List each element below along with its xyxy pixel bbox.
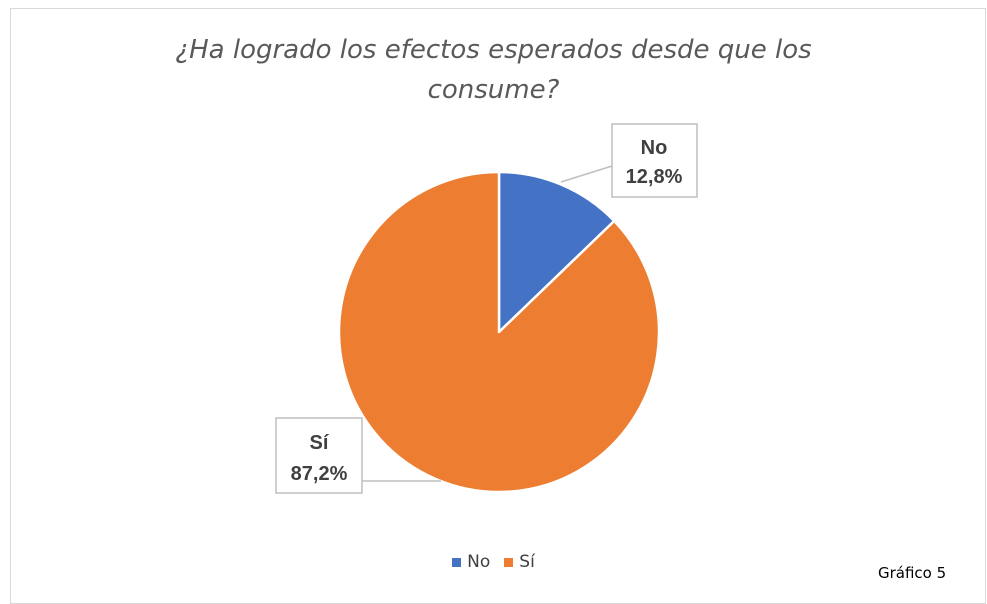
callout-name-no: No — [641, 137, 668, 159]
pie-callouts: No 12,8% Sí 87,2% — [275, 123, 698, 494]
legend-label-no: No — [467, 552, 491, 572]
pie-slice-no — [497, 170, 616, 334]
legend-label-si: Sí — [519, 552, 535, 572]
chart-legend: No Sí — [0, 552, 987, 572]
figure-caption: Gráfico 5 — [878, 564, 947, 582]
callout-box-si — [275, 417, 363, 494]
callout-value-si: 87,2% — [291, 463, 348, 485]
chart-title-line-1: ¿Ha logrado los efectos esperados desde … — [175, 35, 812, 65]
pie-slices — [337, 170, 661, 494]
legend-item-si: Sí — [504, 552, 535, 572]
chart-title-line-2: consume? — [427, 75, 560, 105]
callout-name-si: Sí — [310, 432, 330, 454]
legend-swatch-no — [452, 557, 462, 567]
legend-swatch-si — [504, 557, 514, 567]
pie-slice-si — [337, 170, 661, 494]
callout-box-no — [611, 123, 698, 198]
callout-value-no: 12,8% — [626, 166, 683, 188]
legend-item-no: No — [452, 552, 490, 572]
callout-leader-no — [560, 165, 613, 183]
